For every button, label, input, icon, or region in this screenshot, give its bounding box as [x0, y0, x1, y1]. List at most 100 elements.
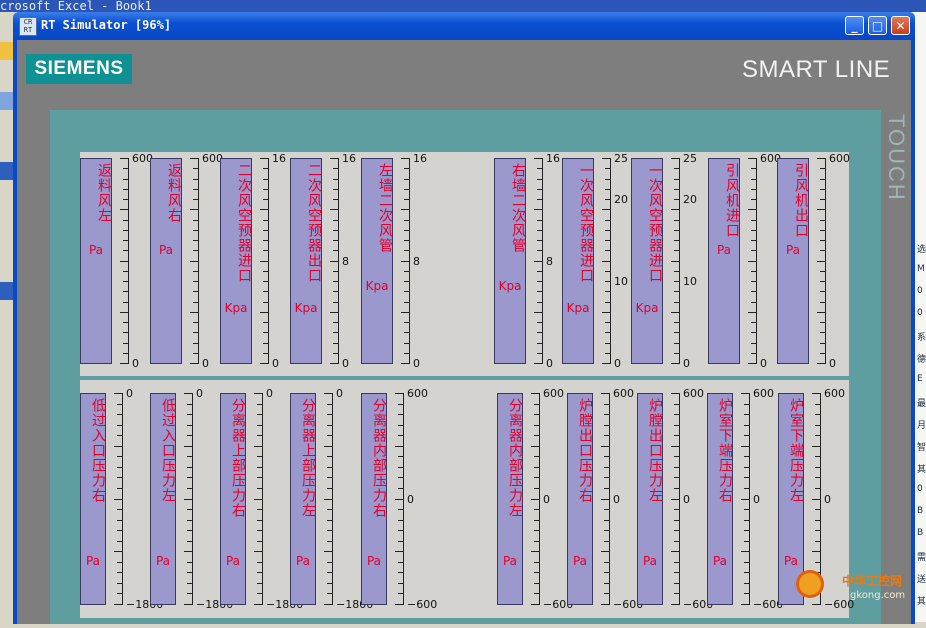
- gauge-bar: 低过入口压力左 Pa: [150, 393, 176, 605]
- scale-tick: [123, 230, 128, 231]
- scale-tick: [193, 291, 198, 292]
- scale-tick: [327, 530, 332, 531]
- gauge-label: 引风机进口: [724, 163, 740, 238]
- scale-tick: [327, 509, 332, 510]
- scale-tick: [123, 240, 128, 241]
- scale-tick: [193, 353, 198, 354]
- scale-tick: [534, 477, 539, 478]
- rt-simulator-window: CR RT RT Simulator [96%] _ □ ✕ SIEMENS S…: [13, 12, 915, 624]
- scale-label: 25: [614, 152, 628, 165]
- scale-tick: [674, 353, 679, 354]
- scale-tick: [744, 562, 749, 563]
- scale-tick: [120, 363, 128, 364]
- scale-tick: [263, 291, 268, 292]
- scale-tick: [815, 562, 820, 563]
- gauge-label: 返料风左: [96, 163, 112, 223]
- gauge-bar: 炉室下端压力左 Pa: [778, 393, 804, 605]
- scale-tick: [254, 499, 262, 500]
- scale-label: −600: [407, 598, 438, 611]
- scale-tick: [744, 509, 749, 510]
- scale-tick: [187, 477, 192, 478]
- scale-tick: [674, 322, 679, 323]
- scale-tick: [404, 230, 409, 231]
- scale-tick: [604, 593, 609, 594]
- scale-tick: [114, 393, 122, 394]
- scale-label: 600: [543, 387, 564, 400]
- scale-tick: [537, 343, 542, 344]
- maximize-button[interactable]: □: [868, 16, 887, 35]
- scale-tick: [333, 271, 338, 272]
- hmi-screen: 返料风左 Pa 600 0 返料风右 Pa 600 0 二次风空预器进口 Kpa 16 0 二次风空预器…: [50, 110, 881, 624]
- scale-tick: [123, 250, 128, 251]
- scale-tick: [604, 435, 609, 436]
- scale-tick: [744, 477, 749, 478]
- scale-tick: [123, 332, 128, 333]
- scale-tick: [263, 353, 268, 354]
- scale-tick: [333, 189, 338, 190]
- gauge-unit: Pa: [85, 554, 101, 568]
- scale-tick: [534, 158, 542, 159]
- scale-label: 0: [829, 357, 836, 370]
- scale-label: 600: [683, 387, 704, 400]
- pressure-gauge: 炉膛出口压力右 Pa 600 0 −600: [567, 388, 643, 610]
- scale-tick: [748, 158, 756, 159]
- scale-tick: [123, 271, 128, 272]
- scale-tick: [534, 541, 539, 542]
- scale-tick: [674, 509, 679, 510]
- scale-tick: [327, 541, 332, 542]
- gauge-unit: Kpa: [635, 301, 659, 315]
- pressure-gauge: 炉室下端压力右 Pa 600 0 −600: [707, 388, 783, 610]
- scale-tick: [263, 302, 268, 303]
- window-titlebar[interactable]: CR RT RT Simulator [96%] _ □ ✕: [13, 12, 915, 40]
- scale-tick: [674, 271, 679, 272]
- scale-tick: [820, 189, 825, 190]
- watermark-url: gkong.com: [850, 590, 906, 601]
- scale-tick: [398, 477, 403, 478]
- gauge-unit: Pa: [783, 554, 799, 568]
- scale-tick: [330, 158, 338, 159]
- scale-tick: [751, 302, 756, 303]
- close-button[interactable]: ✕: [891, 16, 910, 35]
- scale-tick: [123, 179, 128, 180]
- scale-tick: [327, 467, 332, 468]
- scale-tick: [193, 230, 198, 231]
- scale-tick: [744, 435, 749, 436]
- scale-tick: [537, 271, 542, 272]
- scale-tick: [812, 604, 820, 605]
- scale-tick: [187, 520, 192, 521]
- scale-tick: [114, 551, 122, 552]
- scale-tick: [812, 393, 820, 394]
- scale-tick: [602, 312, 610, 313]
- gauge-unit: Pa: [295, 554, 311, 568]
- scale-tick: [117, 572, 122, 573]
- gauge-bar: 右墙二次风管 Kpa: [494, 158, 526, 364]
- scale-tick: [333, 240, 338, 241]
- scale-tick: [324, 393, 332, 394]
- scale-axis: [609, 393, 610, 605]
- scale-tick: [324, 604, 332, 605]
- scale-tick: [812, 446, 820, 447]
- scale-tick: [263, 199, 268, 200]
- hmi-panel: SIEMENS SMART LINE TOUCH 返料风左 Pa 600 0 返料风右 P…: [17, 40, 911, 624]
- scale-tick: [604, 477, 609, 478]
- scale-tick: [741, 393, 749, 394]
- gauge-unit: Pa: [642, 554, 658, 568]
- scale-label: 25: [683, 152, 697, 165]
- gauge-bar: 炉膛出口压力右 Pa: [567, 393, 593, 605]
- scale-tick: [604, 583, 609, 584]
- scale-tick: [327, 488, 332, 489]
- scale-tick: [815, 509, 820, 510]
- gauge-unit: Kpa: [294, 301, 318, 315]
- scale-tick: [117, 520, 122, 521]
- scale-tick: [534, 435, 539, 436]
- minimize-button[interactable]: _: [845, 16, 864, 35]
- scale-tick: [817, 363, 825, 364]
- scale-tick: [333, 220, 338, 221]
- background-text: B: [917, 528, 924, 538]
- scale-tick: [327, 456, 332, 457]
- scale-tick: [398, 467, 403, 468]
- gauge-label: 右墙二次风管: [510, 163, 526, 253]
- background-text: 最: [917, 399, 926, 409]
- scale-tick: [193, 332, 198, 333]
- scale-tick: [257, 572, 262, 573]
